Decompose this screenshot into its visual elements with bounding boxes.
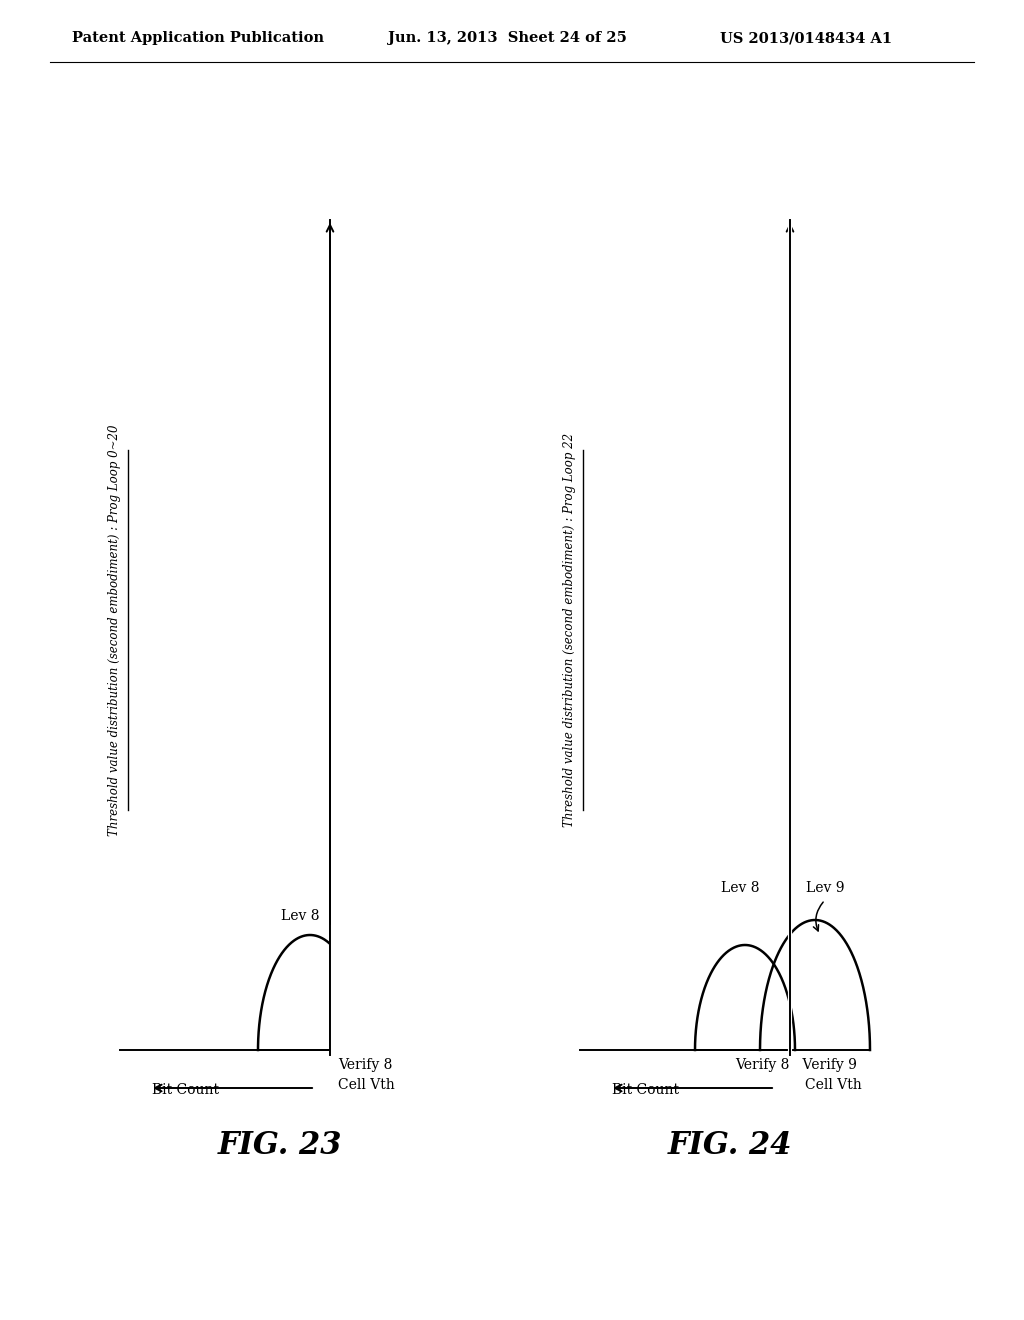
Text: FIG. 24: FIG. 24 <box>668 1130 793 1160</box>
Text: Cell Vth: Cell Vth <box>805 1078 862 1092</box>
Text: Threshold value distribution (second embodiment) : Prog Loop 22: Threshold value distribution (second emb… <box>563 433 577 828</box>
Text: Threshold value distribution (second embodiment) : Prog Loop 0~20: Threshold value distribution (second emb… <box>109 424 122 836</box>
Text: Verify 8   Verify 9: Verify 8 Verify 9 <box>735 1059 857 1072</box>
Text: Lev 8: Lev 8 <box>721 880 759 895</box>
Text: Jun. 13, 2013  Sheet 24 of 25: Jun. 13, 2013 Sheet 24 of 25 <box>388 30 627 45</box>
Text: Verify 8: Verify 8 <box>338 1059 392 1072</box>
Text: Bit Count: Bit Count <box>612 1082 679 1097</box>
Text: Lev 9: Lev 9 <box>806 880 844 895</box>
Text: Patent Application Publication: Patent Application Publication <box>72 30 324 45</box>
Text: Lev 8: Lev 8 <box>281 909 319 923</box>
Text: FIG. 23: FIG. 23 <box>218 1130 342 1160</box>
Text: Cell Vth: Cell Vth <box>338 1078 394 1092</box>
Text: US 2013/0148434 A1: US 2013/0148434 A1 <box>720 30 892 45</box>
Text: Bit Count: Bit Count <box>152 1082 219 1097</box>
